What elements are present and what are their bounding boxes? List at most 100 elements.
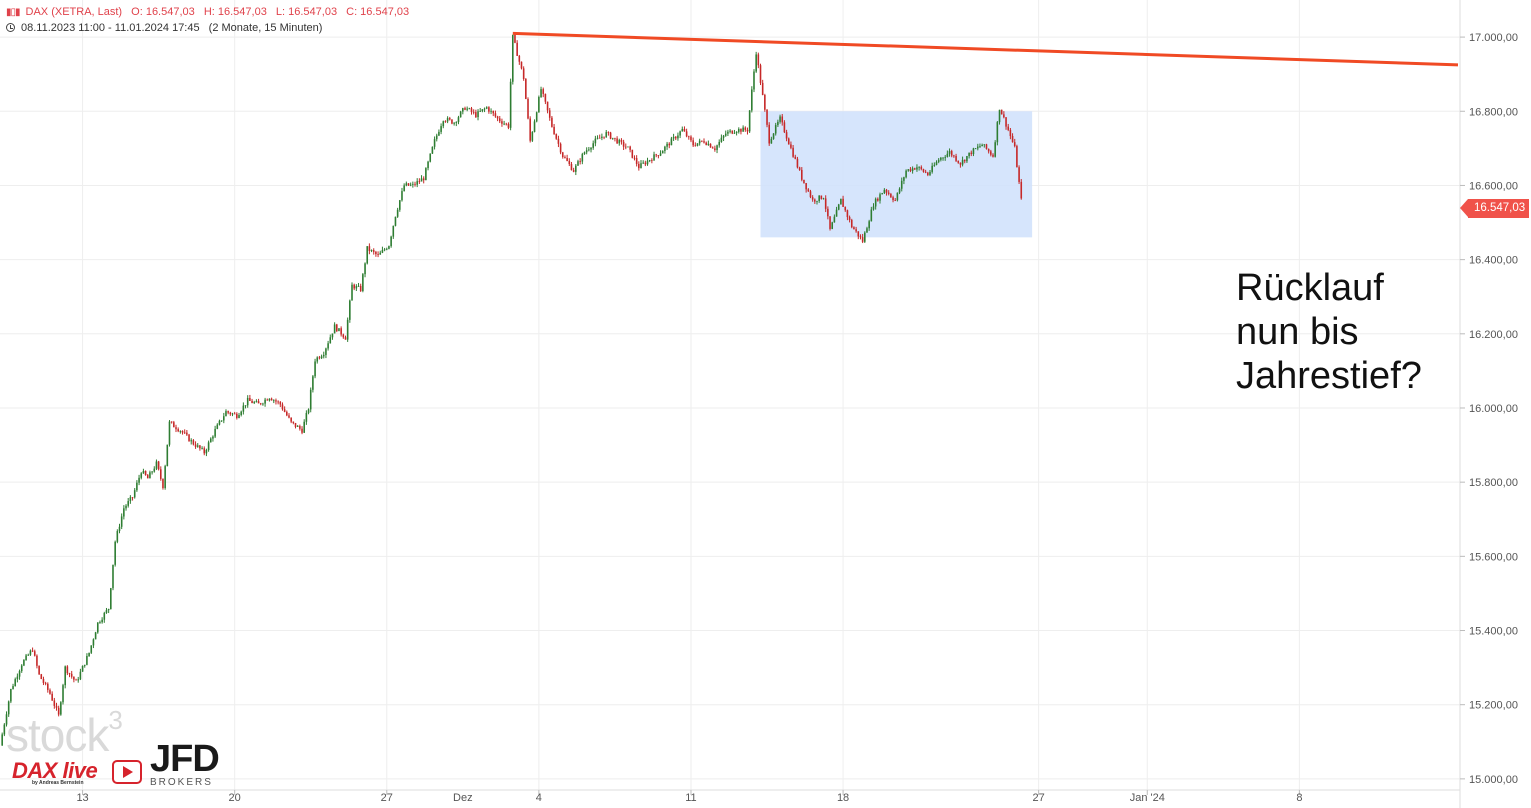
candle-body — [905, 170, 907, 178]
candle-body — [175, 427, 177, 430]
candle-body — [435, 135, 438, 140]
candle-body — [598, 137, 601, 139]
candle-body — [885, 189, 888, 193]
candle-body — [468, 108, 471, 110]
candle-body — [170, 421, 173, 423]
candle-body — [933, 164, 936, 166]
candle-body — [944, 157, 947, 158]
y-tick-label: 15.600,00 — [1469, 551, 1518, 563]
candle-body — [770, 138, 773, 144]
candle-body — [496, 116, 499, 119]
candle-body — [777, 121, 779, 126]
candle-body — [1016, 146, 1018, 168]
candle-body — [898, 188, 901, 193]
candle-body — [266, 399, 269, 401]
candle-body — [440, 126, 442, 132]
candle-body — [622, 141, 625, 147]
candle-body — [781, 116, 784, 123]
candle-body — [494, 113, 497, 117]
candle-body — [51, 693, 53, 701]
candle-body — [90, 645, 93, 653]
candle-body — [605, 132, 608, 138]
candle-body — [312, 376, 314, 390]
candle-body — [307, 409, 310, 413]
instrument-header: ▮▯▮ DAX (XETRA, Last) O: 16.547,03 H: 16.… — [6, 6, 415, 18]
candle-body — [498, 118, 501, 122]
candle-body — [57, 707, 60, 715]
candle-body — [961, 159, 964, 165]
candle-body — [592, 143, 594, 148]
candle-body — [244, 405, 247, 407]
open-value: O: 16.547,03 — [131, 6, 195, 18]
y-tick-label: 17.000,00 — [1469, 32, 1518, 44]
candle-body — [833, 216, 836, 223]
candle-body — [470, 108, 473, 112]
candle-body — [553, 126, 555, 135]
candle-body — [301, 428, 303, 433]
candle-body — [231, 413, 234, 415]
candle-body — [425, 168, 427, 181]
candle-body — [505, 123, 508, 125]
candle-body — [542, 89, 545, 94]
candle-body — [420, 178, 423, 182]
candle-body — [987, 148, 990, 152]
candle-body — [429, 153, 432, 162]
candle-body — [444, 121, 447, 123]
candle-body — [803, 179, 805, 184]
candle-body — [144, 470, 147, 476]
candle-body — [196, 445, 199, 447]
candle-body — [998, 109, 1001, 123]
candle-body — [911, 168, 914, 171]
candle-body — [646, 160, 649, 165]
candle-body — [344, 337, 347, 340]
candle-body — [246, 397, 249, 406]
candle-body — [577, 161, 579, 166]
candle-body — [753, 71, 755, 90]
candle-body — [714, 148, 716, 150]
candle-body — [27, 654, 30, 656]
candles — [1, 34, 1023, 746]
candle-body — [572, 170, 575, 172]
candle-body — [655, 154, 658, 156]
candle-body — [399, 200, 401, 210]
candle-body — [627, 146, 629, 148]
candle-body — [477, 111, 479, 118]
candle-body — [668, 143, 671, 146]
candle-body — [746, 129, 749, 132]
x-tick-label: 13 — [76, 792, 88, 804]
resistance-line — [512, 31, 1459, 67]
candle-body — [114, 541, 116, 565]
candle-body — [564, 157, 566, 158]
candle-body — [931, 165, 933, 172]
candle-body — [963, 159, 966, 162]
candle-body — [38, 665, 40, 675]
candle-body — [755, 54, 757, 72]
candle-body — [333, 324, 336, 334]
candle-body — [357, 285, 360, 287]
candle-body — [1000, 109, 1003, 115]
candle-body — [670, 138, 673, 146]
candle-body — [381, 249, 384, 253]
candle-body — [631, 149, 634, 158]
candle-body — [575, 165, 577, 172]
candle-body — [716, 145, 718, 150]
candle-body — [846, 210, 849, 218]
candle-body — [23, 660, 25, 666]
candle-body — [588, 149, 590, 151]
candle-body — [688, 136, 690, 138]
candle-body — [618, 139, 621, 144]
candle-body — [73, 676, 75, 680]
candle-body — [418, 181, 421, 182]
candle-body — [212, 436, 214, 439]
candle-body — [703, 141, 705, 143]
candle-body — [236, 413, 238, 418]
candle-body — [31, 650, 34, 652]
candle-body — [294, 422, 297, 427]
candle-body — [1011, 136, 1014, 143]
candle-body — [157, 461, 160, 470]
candle-body — [209, 438, 212, 443]
candle-body — [238, 415, 240, 418]
candle-body — [275, 400, 277, 402]
jfd-logo: JFD — [150, 738, 220, 780]
candle-body — [25, 655, 27, 661]
